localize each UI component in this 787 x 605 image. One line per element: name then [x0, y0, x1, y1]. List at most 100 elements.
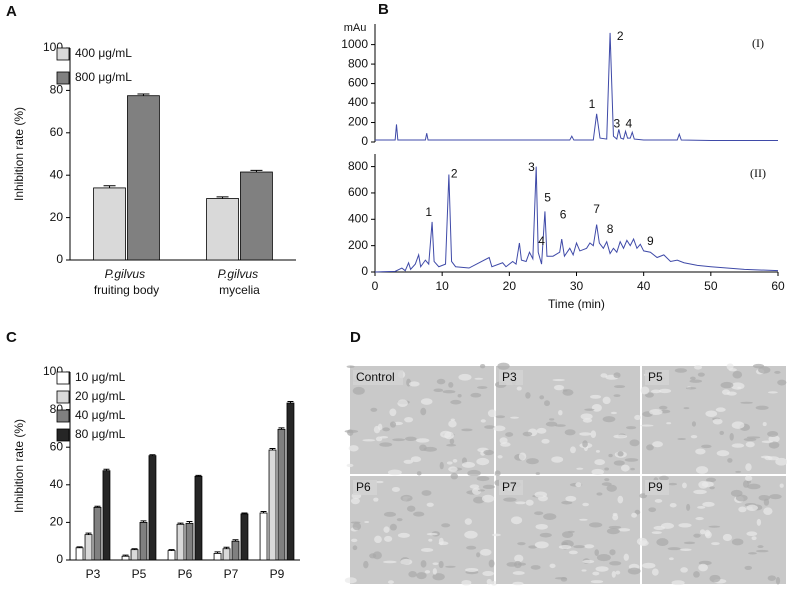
cell [348, 445, 359, 452]
cell [488, 559, 495, 568]
cell [617, 451, 624, 457]
legend-label: 10 μg/mL [75, 370, 126, 384]
peak-label: 4 [538, 234, 545, 248]
cell [465, 567, 479, 572]
cell [539, 532, 552, 538]
cell [363, 560, 369, 569]
error-bar [149, 454, 156, 456]
bar [213, 553, 222, 561]
error-bar [232, 539, 239, 542]
cell [383, 560, 397, 564]
cell [631, 512, 637, 518]
error-bar [85, 532, 92, 535]
y-tick-label: 600 [348, 185, 368, 199]
cell [604, 467, 610, 471]
cell [562, 389, 574, 396]
cell [375, 436, 383, 442]
cell [613, 460, 625, 466]
cell [757, 545, 764, 549]
cell [472, 487, 481, 495]
y-axis-label: mAu [344, 22, 367, 34]
cell [575, 482, 582, 488]
cell [350, 497, 360, 505]
x-tick-label: P5 [132, 567, 147, 581]
cell [387, 580, 394, 584]
cell [433, 388, 444, 393]
cell [620, 464, 630, 472]
cell [683, 407, 690, 410]
cell [515, 501, 526, 505]
y-tick-label: 400 [348, 211, 368, 225]
error-bar [223, 546, 230, 549]
cell [375, 480, 384, 484]
cell [525, 499, 534, 506]
cell [448, 466, 458, 472]
bar [148, 455, 157, 561]
x-tick-label: 50 [704, 279, 718, 293]
cell [698, 480, 709, 489]
cell [618, 528, 631, 532]
cell [649, 408, 663, 415]
cell [694, 365, 703, 370]
cell [732, 370, 743, 379]
cell [517, 542, 526, 546]
cell [549, 563, 556, 569]
y-tick-label: 20 [50, 515, 64, 529]
cell [403, 459, 414, 464]
error-bar [103, 468, 110, 471]
x-axis-label: Time (min) [548, 297, 605, 311]
cell [480, 419, 486, 423]
cell [526, 458, 539, 465]
cell [756, 549, 769, 553]
micrograph: P3 [493, 362, 641, 477]
cell [564, 429, 576, 436]
cell [582, 559, 595, 564]
cell [530, 565, 541, 570]
cell [372, 551, 382, 560]
cell [698, 563, 708, 572]
cell [755, 405, 769, 410]
cell [600, 373, 608, 378]
cell [627, 567, 641, 575]
cell [464, 518, 472, 525]
legend-swatch [56, 409, 70, 423]
cell [554, 577, 567, 580]
cell [592, 571, 600, 576]
cell [576, 467, 584, 470]
cell [397, 399, 408, 407]
cell [699, 529, 706, 535]
cell [735, 494, 748, 502]
cell [686, 503, 691, 511]
y-tick-label: 600 [348, 76, 368, 90]
cell [751, 536, 757, 541]
cell [606, 528, 620, 535]
cell [654, 499, 663, 503]
cell [543, 513, 557, 520]
cell [344, 577, 357, 584]
cell [678, 523, 692, 528]
x-tick-label: P3 [86, 567, 101, 581]
y-tick-label: 200 [348, 115, 368, 129]
cell [545, 421, 558, 427]
chromatogram-line [374, 166, 779, 273]
cell [683, 541, 696, 545]
cell [383, 511, 397, 517]
micrograph-label: P7 [502, 480, 517, 494]
cell [457, 394, 462, 398]
x-tick-label: 10 [435, 279, 449, 293]
cell [567, 530, 575, 533]
micrograph-label: P5 [648, 370, 663, 384]
cell [693, 489, 707, 495]
cell [682, 482, 687, 489]
cell [424, 570, 431, 574]
cell [535, 472, 541, 475]
label-bg [353, 480, 377, 495]
cell [579, 432, 592, 436]
cell [651, 568, 659, 576]
error-bar [216, 196, 229, 199]
error-bar [195, 474, 202, 477]
cell [391, 486, 400, 492]
cell [351, 538, 358, 543]
cell [588, 522, 603, 528]
cell [480, 548, 492, 556]
